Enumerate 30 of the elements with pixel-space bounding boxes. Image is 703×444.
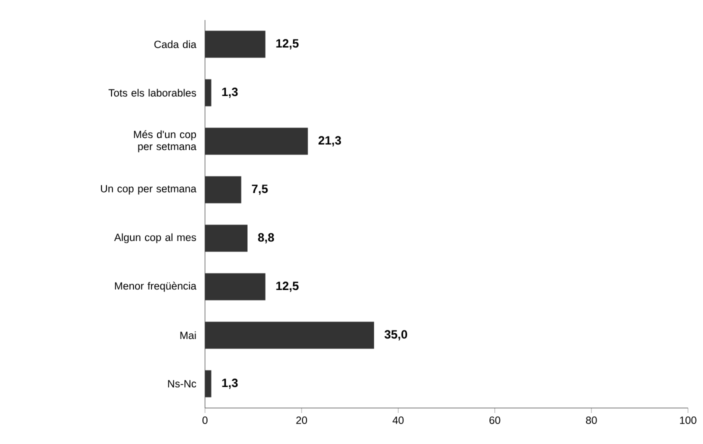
x-tick-label: 100 <box>680 416 696 424</box>
bar <box>205 128 308 155</box>
bar <box>205 322 374 349</box>
y-tick-label: Un cop per setmana <box>100 185 196 194</box>
bar <box>205 273 266 300</box>
data-label: 12,5 <box>276 39 299 50</box>
data-label: 1,3 <box>222 378 238 389</box>
y-tick-label: Més d'un cop per setmana <box>134 130 196 152</box>
bar <box>205 176 242 204</box>
y-tick-label: Algun cop al mes <box>114 233 196 244</box>
x-tick-label: 0 <box>202 416 208 424</box>
y-tick-label: Cada dia <box>154 40 196 48</box>
x-tick-label: 40 <box>392 416 404 424</box>
y-tick-label: Mai <box>180 331 196 340</box>
y-tick-label: Ns-Nc <box>168 380 196 388</box>
data-label: 7,5 <box>252 184 268 195</box>
data-label: 35,0 <box>384 330 408 340</box>
data-label: 1,3 <box>222 88 238 98</box>
bar <box>205 79 212 106</box>
y-tick-label: Tots els laborables <box>108 88 196 97</box>
y-tick-label: Menor freqüència <box>115 282 196 292</box>
x-tick-label: 60 <box>489 416 500 424</box>
bar <box>205 30 266 58</box>
data-label: 8,8 <box>258 233 274 244</box>
data-label: 21,3 <box>318 136 341 146</box>
bar <box>205 370 212 398</box>
bar <box>205 224 248 252</box>
x-tick-label: 80 <box>586 416 597 424</box>
x-tick-label: 20 <box>296 416 308 424</box>
data-label: 12,5 <box>276 282 299 292</box>
